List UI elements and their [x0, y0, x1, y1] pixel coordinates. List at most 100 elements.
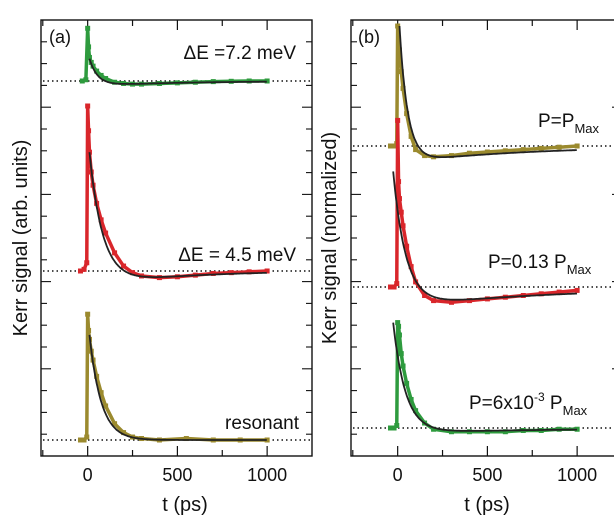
panel-b-annotation-6e-3pmax-sup: -3: [534, 390, 545, 404]
panel-b-x-tick-label: 1000: [557, 465, 597, 485]
panel-b-series-1-point: [538, 291, 544, 297]
panel-b-annotation-0p13pmax: P=0.13 PMax: [488, 252, 592, 277]
panel-b-series-1-point: [466, 298, 472, 304]
panel-b-series-2-point: [396, 323, 402, 329]
panel-a-series-1-fit: [88, 152, 267, 278]
panel-b-label: (b): [358, 27, 380, 47]
panel-a-series-1-point: [77, 268, 83, 274]
panel-b-series-2-point: [413, 408, 419, 414]
panel-b-series-1-point: [556, 289, 562, 295]
panel-a-series-0-point: [103, 76, 109, 82]
panel-a-series-2-point: [98, 390, 104, 396]
panel-a-series-0-point: [264, 78, 270, 84]
panel-b-series-2-point: [431, 426, 437, 432]
panel-b-frame: [350, 19, 614, 457]
panel-b-series-2-point: [404, 380, 410, 386]
panel-a-series-0-point: [83, 77, 89, 83]
panel-b-series-1-point: [404, 243, 410, 249]
panel-b-series-0-point: [398, 69, 404, 75]
panel-a-series-1-point: [98, 217, 104, 223]
panel-a-series-1-point: [103, 230, 109, 236]
panel-a-series-1-point: [121, 263, 127, 269]
panel-b-series-0-point: [408, 133, 414, 139]
panel-a-series-2-point: [103, 403, 109, 409]
panel-b-series-1-point: [431, 298, 437, 304]
panel-b-series-2-point: [396, 332, 402, 338]
panel-a-frame: [40, 19, 313, 457]
panel-b-series-1-point: [574, 287, 580, 293]
panel-b-series-0-point: [520, 147, 526, 153]
panel-b-series-1-point: [396, 196, 402, 202]
panel-b: 0 500 1000 (b) t (ps) Kerr signal (normali…: [319, 19, 614, 516]
panel-b-annotation-6e-3pmax-main: P=6x10: [469, 393, 534, 414]
panel-b-series-2-fit: [392, 322, 577, 432]
panel-b-plot: [353, 23, 614, 435]
panel-b-series-2-point: [400, 363, 406, 369]
panel-a-series-0-fit: [88, 58, 267, 85]
panel-b-annotation-pmax-sub: Max: [574, 121, 599, 136]
panel-a-series-1-point: [264, 268, 270, 274]
panel-a-series-0-point: [86, 44, 92, 50]
panel-a-series-0-point: [98, 72, 104, 78]
panel-a-x-tick-label: 0: [83, 465, 93, 485]
panel-b-series-0-point: [400, 85, 406, 91]
panel-b-series-2-point: [574, 426, 580, 432]
panel-b-series-0-point: [556, 144, 562, 150]
panel-a-series-2-point: [77, 437, 83, 443]
panel-b-x-tick-label: 0: [393, 465, 403, 485]
panel-b-series-1-point: [387, 284, 393, 290]
panel-b-series-1-point: [400, 223, 406, 229]
panel-b-annotation-pmax-main: P=P: [538, 111, 574, 132]
panel-b-series-0-point: [538, 145, 544, 151]
panel-a-y-axis-title: Kerr signal (arb. units): [10, 140, 32, 337]
panel-b-series-0-point: [484, 149, 490, 155]
panel-a-series-0-point: [94, 68, 100, 74]
panel-b-series-1-point: [396, 179, 402, 185]
panel-a: 0 500 1000 (a) t (ps) Kerr signal (arb. un…: [10, 19, 313, 516]
panel-a-series-0-point: [85, 25, 91, 31]
panel-b-series-2-point: [395, 320, 401, 326]
panel-a-series-1-point: [84, 260, 90, 266]
panel-b-series-2-point: [391, 425, 397, 431]
panel-a-series-1-point: [210, 270, 216, 276]
panel-a-x-tick-labels: 0 500 1000: [83, 465, 288, 485]
panel-b-series-2-point: [408, 396, 414, 402]
panel-b-series-2-point: [502, 429, 508, 435]
panel-b-series-2-point: [466, 429, 472, 435]
panel-b-series-2-point: [394, 423, 400, 429]
panel-b-series-0-point: [466, 150, 472, 156]
panel-a-series-2-fit: [88, 334, 267, 441]
panel-a-annotation-resonant: resonant: [225, 413, 300, 434]
panel-a-series-1-point: [86, 128, 92, 134]
panel-a-series-1-point: [246, 269, 252, 275]
panel-a-series-1-point: [130, 270, 136, 276]
panel-a-series-2-point: [264, 437, 270, 443]
panel-b-series-1-point: [391, 284, 397, 290]
panel-a-series-2-point: [112, 421, 118, 427]
panel-a-series-1-point: [85, 103, 91, 109]
panel-a-x-tick-label: 1000: [247, 465, 287, 485]
panel-b-series-2-point: [484, 429, 490, 435]
panel-b-series-1-point: [394, 281, 400, 287]
panel-b-series-0-point: [422, 153, 428, 159]
panel-a-series-0-point: [86, 54, 92, 60]
panel-a-label: (a): [49, 27, 71, 47]
panel-a-annotation-4p5meV: ΔE = 4.5 meV: [178, 245, 296, 266]
panel-b-series-2-point: [449, 429, 455, 435]
panel-b-series-0-point: [413, 147, 419, 153]
panel-b-annotation-0p13pmax-sub: Max: [567, 262, 592, 277]
panel-b-x-tick-labels: 0 500 1000: [393, 465, 598, 485]
panel-b-series-1-point: [449, 299, 455, 305]
panel-b-series-0-fit: [398, 25, 577, 158]
panel-b-annotation-6e-3pmax: P=6x10-3 PMax: [469, 390, 588, 418]
panel-b-annotation-0p13pmax-main: P=0.13 P: [488, 252, 567, 273]
panel-a-series-2-point: [183, 436, 189, 442]
panel-a-series-2-line: [80, 312, 268, 442]
panel-a-annotation-7p2meV: ΔE =7.2 meV: [184, 43, 297, 64]
panel-b-series-1-point: [408, 264, 414, 270]
panel-b-series-0-point: [574, 143, 580, 149]
panel-b-series-0-point: [396, 35, 402, 41]
panel-b-series-1-point: [395, 117, 401, 123]
panel-b-series-2-line: [390, 320, 578, 434]
